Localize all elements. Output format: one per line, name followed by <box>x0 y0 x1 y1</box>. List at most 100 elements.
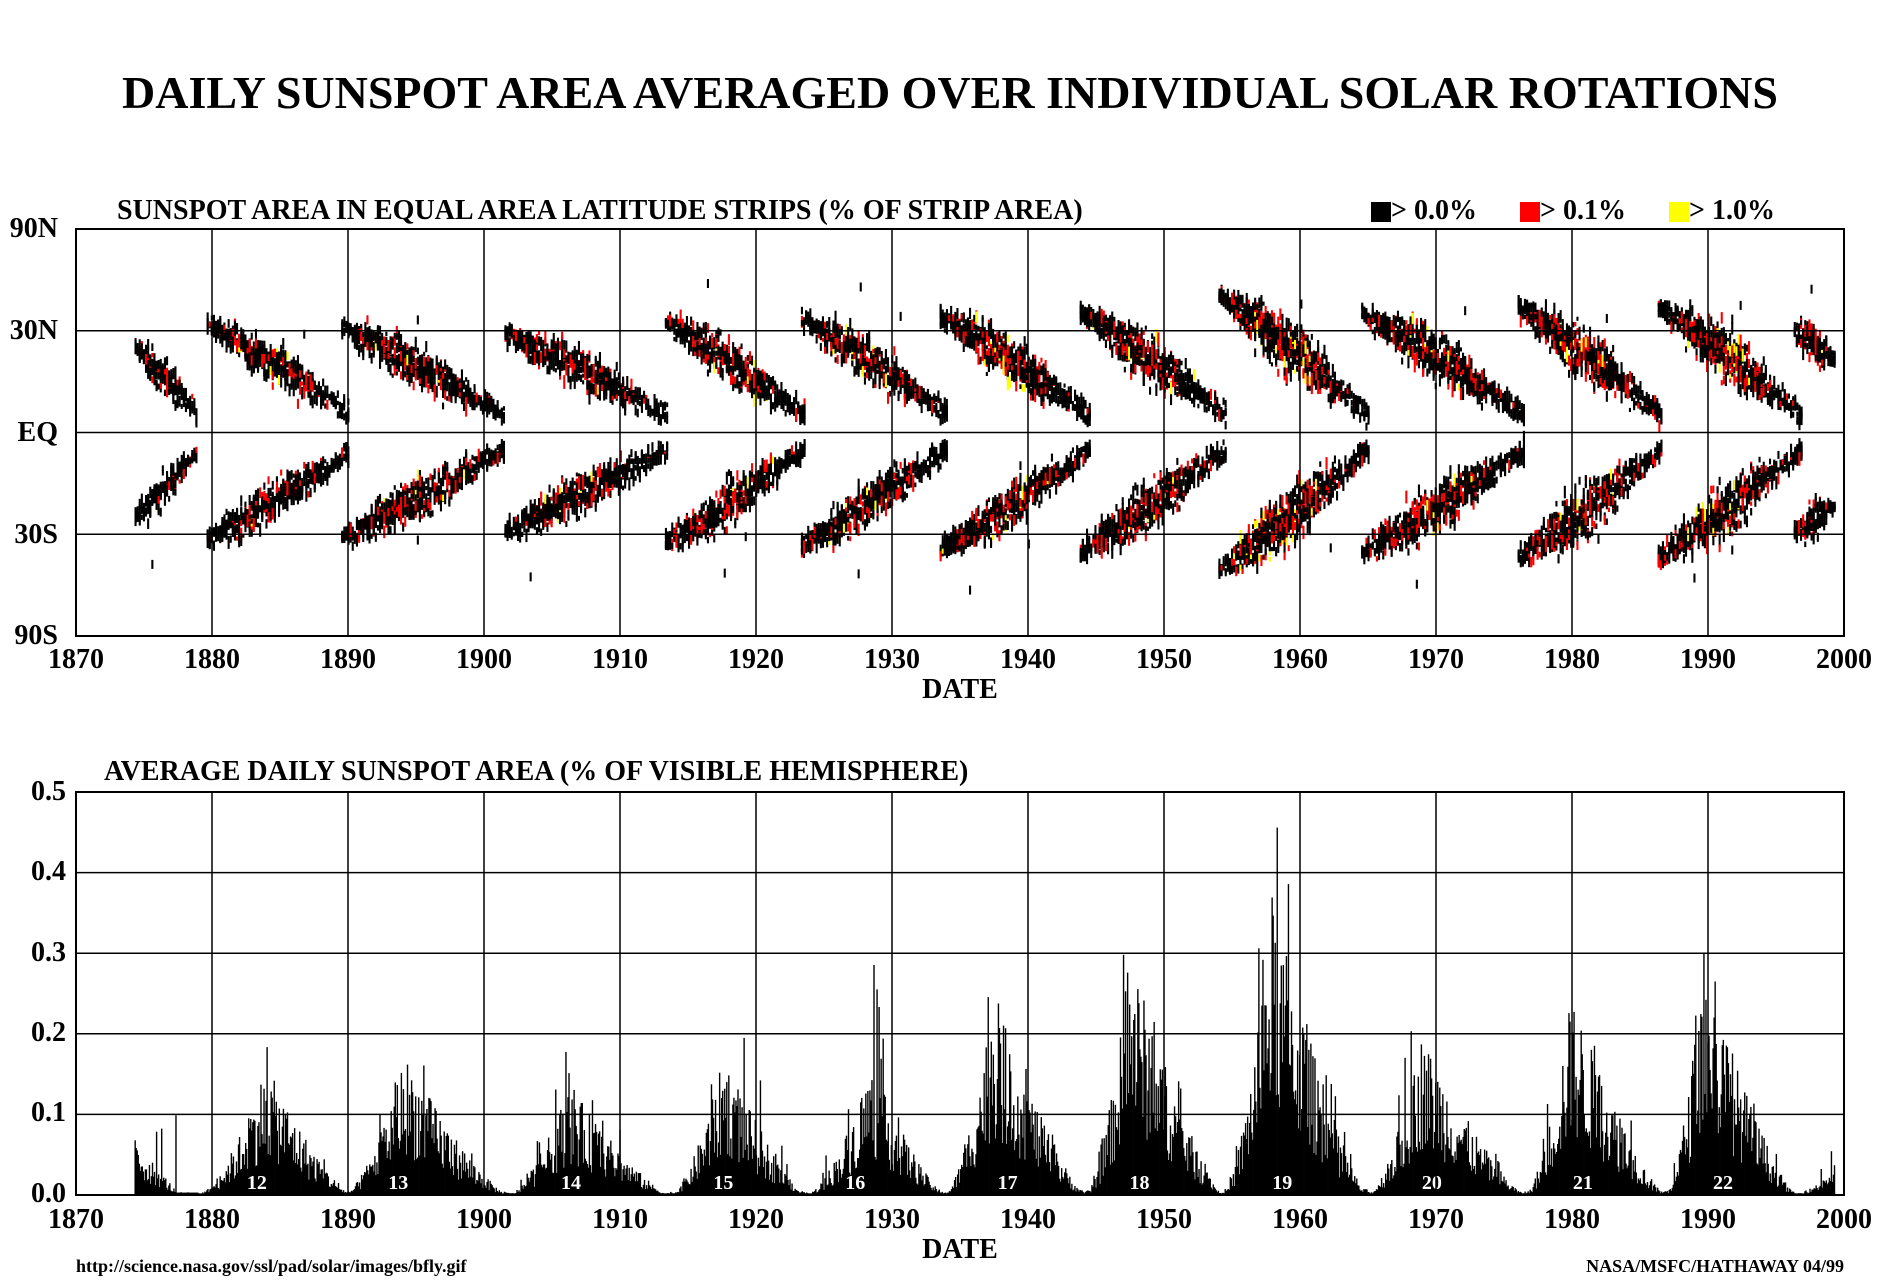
area-mark-red <box>360 328 363 341</box>
area-mark-black <box>395 356 398 370</box>
area-mark-black <box>423 351 426 357</box>
area-mark-red <box>275 477 278 492</box>
area-mark-black <box>931 442 934 456</box>
area-mark-black <box>263 368 266 377</box>
area-mark-black <box>514 342 517 354</box>
area-mark-black <box>147 518 150 529</box>
area-mark-black <box>588 501 591 509</box>
area-mark-black <box>694 334 697 341</box>
area-mark-black <box>882 495 885 505</box>
area-mark-black <box>647 404 650 417</box>
area-mark-black <box>315 475 318 481</box>
area-mark-black <box>706 525 709 536</box>
area-mark-black <box>292 356 295 361</box>
area-mark-black <box>338 401 341 416</box>
area-mark-red <box>439 378 442 391</box>
area-mark-black <box>855 355 858 366</box>
area-mark-black <box>212 314 215 322</box>
area-mark-black <box>903 470 906 475</box>
area-mark-black <box>636 394 639 405</box>
area-mark-black <box>924 400 927 405</box>
area-mark-black <box>416 486 419 499</box>
area-mark-black <box>653 408 656 421</box>
area-mark-black <box>897 393 900 402</box>
area-mark-black <box>772 472 775 483</box>
area-mark-black <box>248 526 251 537</box>
area-mark-black <box>540 528 543 536</box>
area-mark-black <box>355 519 358 531</box>
area-mark-black <box>271 499 274 513</box>
area-mark-black <box>180 403 183 409</box>
area-mark-black <box>613 386 616 399</box>
area-mark-black <box>901 488 904 502</box>
area-mark-red <box>893 472 896 479</box>
area-mark-black <box>611 470 614 480</box>
area-mark-black <box>282 478 285 484</box>
area-mark-black <box>964 319 967 328</box>
area-mark-red <box>824 346 827 354</box>
area-mark-black <box>559 493 562 507</box>
area-mark-black <box>385 511 388 524</box>
area-mark-black <box>161 363 164 369</box>
area-mark-black <box>715 350 718 356</box>
area-mark-black <box>265 500 268 509</box>
area-mark-black <box>561 497 564 511</box>
area-mark-black <box>546 343 549 356</box>
area-mark-black <box>759 465 762 476</box>
area-mark-black <box>711 499 714 512</box>
area-mark-black <box>945 405 948 419</box>
area-mark-black <box>423 366 426 379</box>
area-mark-red <box>582 479 585 485</box>
area-mark-black <box>548 498 551 511</box>
area-mark-black <box>945 440 948 447</box>
area-mark-black <box>195 408 198 414</box>
area-mark-black <box>711 515 714 528</box>
area-mark-red <box>744 381 747 388</box>
area-mark-red <box>341 447 344 458</box>
area-mark-black <box>937 393 940 402</box>
area-mark-black <box>677 538 680 553</box>
area-mark-black <box>765 485 768 491</box>
area-mark-yellow <box>463 469 466 480</box>
area-mark-red <box>702 520 705 530</box>
area-mark-outlier <box>151 559 154 569</box>
area-mark-black <box>535 516 538 522</box>
area-mark-black <box>615 458 618 471</box>
area-mark-black <box>559 363 562 376</box>
area-mark-black <box>563 340 566 354</box>
area-mark-red <box>958 539 961 546</box>
area-mark-black <box>301 478 304 483</box>
area-mark-black <box>738 363 741 368</box>
area-mark-black <box>500 408 503 419</box>
area-mark-black <box>753 388 756 395</box>
area-mark-black <box>330 460 333 473</box>
area-mark-black <box>786 393 789 406</box>
area-mark-black <box>176 457 179 469</box>
area-mark-red <box>952 314 955 322</box>
area-mark-black <box>355 326 358 331</box>
area-mark-red <box>565 484 568 495</box>
area-mark-black <box>368 326 371 340</box>
area-mark-black <box>517 341 520 351</box>
area-mark-black <box>832 517 835 531</box>
area-mark-black <box>508 339 511 345</box>
area-mark-black <box>387 522 390 531</box>
area-mark-red <box>594 383 597 395</box>
area-mark-black <box>819 539 822 549</box>
area-mark-black <box>870 497 873 510</box>
area-mark-black <box>819 528 822 538</box>
area-mark-black <box>622 399 625 409</box>
area-mark-red <box>561 331 564 340</box>
area-mark-black <box>615 470 618 482</box>
area-mark-black <box>254 489 257 502</box>
area-mark-black <box>542 502 545 514</box>
area-mark-black <box>458 470 461 478</box>
area-mark-black <box>286 495 289 507</box>
area-mark-black <box>655 402 658 409</box>
area-mark-black <box>252 360 255 365</box>
area-mark-black <box>322 472 325 485</box>
area-mark-black <box>529 499 532 513</box>
area-mark-red <box>383 336 386 344</box>
area-mark-black <box>195 412 198 425</box>
area-mark-red <box>414 359 417 370</box>
